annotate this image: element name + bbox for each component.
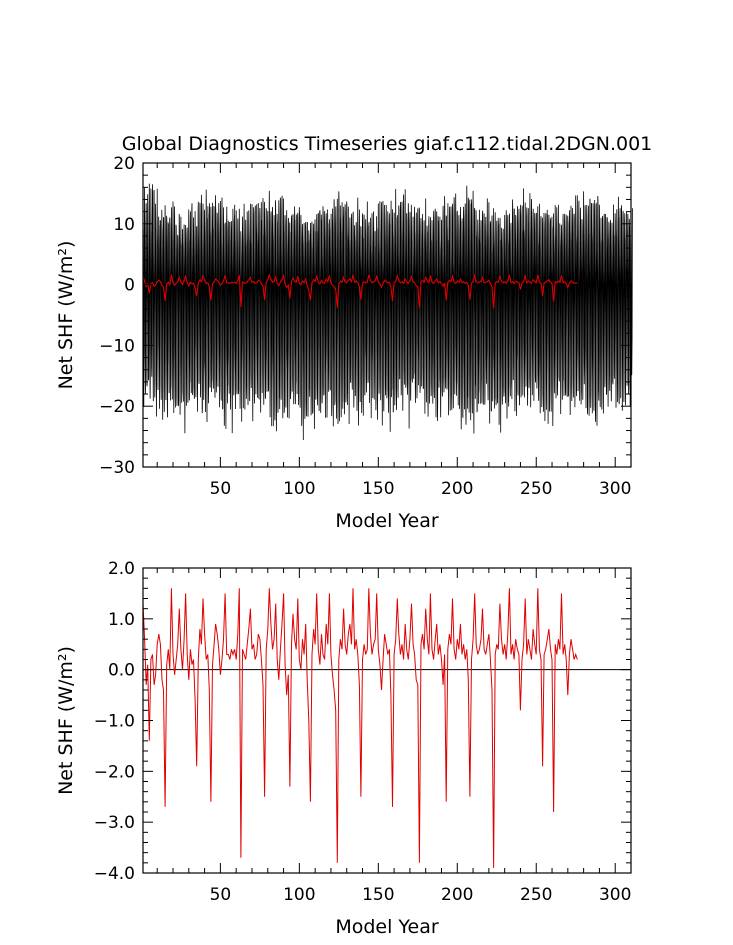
y-tick-label: −4.0 [94, 864, 135, 884]
x-tick-label: 50 [210, 885, 232, 905]
y-tick-label: 1.0 [108, 610, 135, 630]
x-tick-label: 250 [520, 885, 552, 905]
x-tick-label: 100 [283, 479, 315, 499]
x-tick-label: 150 [362, 885, 394, 905]
bottom-tick-labels: 50 100 150 200 250 300 −4.0 −3.0 −2.0 −1.0 0.0 1.0 2… [94, 559, 632, 905]
y-tick-label: 2.0 [108, 559, 135, 579]
chart-title: Global Diagnostics Timeseries giaf.c112.… [122, 133, 653, 155]
monthly-line [142, 183, 633, 441]
x-tick-label: 300 [599, 479, 631, 499]
top-x-axis-label: Model Year [335, 510, 439, 532]
top-tick-labels: 50 100 150 200 250 300 −30 −20 −10 0 10 20 [99, 154, 631, 499]
x-tick-label: 100 [283, 885, 315, 905]
bottom-x-axis-label: Model Year [335, 916, 439, 938]
y-tick-label: 20 [113, 154, 135, 174]
y-tick-label: 10 [113, 215, 135, 235]
top-panel: 50 100 150 200 250 300 −30 −20 −10 0 10 20 Model Ye… [55, 154, 633, 532]
top-plot-frame [142, 162, 632, 468]
annual-series [142, 588, 578, 868]
bottom-axis-ticks [143, 567, 632, 874]
y-tick-label: −2.0 [94, 762, 135, 782]
annual-line [142, 588, 578, 868]
y-tick-label: −20 [99, 397, 135, 417]
monthly-series [142, 183, 633, 441]
annual-series [142, 273, 578, 309]
y-tick-label: 0 [124, 276, 135, 296]
x-tick-label: 200 [441, 479, 473, 499]
y-tick-label: −30 [99, 458, 135, 478]
bottom-panel: 50 100 150 200 250 300 −4.0 −3.0 −2.0 −1.0 0.0 1.0 2… [55, 559, 632, 938]
x-tick-label: 250 [520, 479, 552, 499]
x-tick-label: 200 [441, 885, 473, 905]
bottom-y-axis-label: Net SHF (W/m²) [55, 646, 77, 795]
y-tick-label: −10 [99, 336, 135, 356]
x-tick-label: 50 [210, 479, 232, 499]
annual-line [142, 273, 578, 309]
y-tick-label: 0.0 [108, 661, 135, 681]
x-tick-label: 150 [362, 479, 394, 499]
x-tick-label: 300 [599, 885, 631, 905]
top-axis-ticks [143, 162, 632, 468]
y-tick-label: −1.0 [94, 712, 135, 732]
y-tick-label: −3.0 [94, 813, 135, 833]
top-y-axis-label: Net SHF (W/m²) [55, 241, 77, 390]
